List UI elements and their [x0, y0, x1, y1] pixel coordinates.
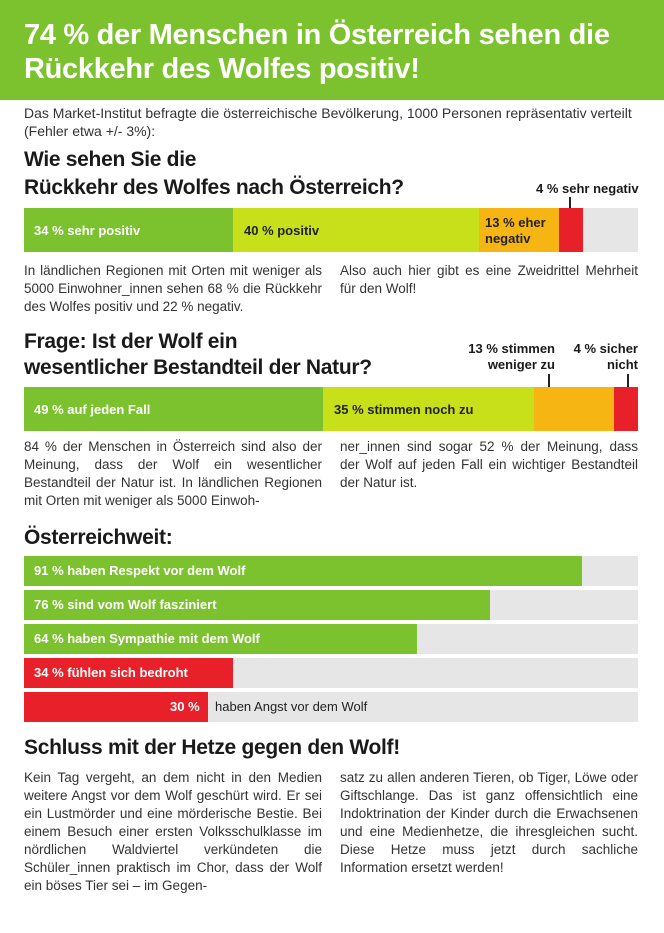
header-banner: 74 % der Menschen in Österreich sehen di…	[0, 0, 664, 100]
q2-outside-label-b-line2: nicht	[606, 357, 638, 372]
q2-seg-sicher-nicht	[614, 387, 638, 431]
q2-label-pointer-b	[627, 374, 629, 388]
q1-seg-eher-negativ	[479, 208, 559, 252]
ow-label-fasziniert: 76 % sind vom Wolf fasziniert	[34, 597, 217, 612]
ow-bar-bedroht: 34 % fühlen sich bedroht	[24, 658, 638, 688]
q1-seg-positiv	[233, 208, 479, 252]
q1-text-left: In ländlichen Regionen mit Orten mit wen…	[24, 263, 322, 314]
q2-seg-weniger-zu	[534, 387, 614, 431]
q2-text-right: ner_innen sind sogar 52 % der Meinung, d…	[340, 439, 638, 490]
q2-outside-label-a-line2: weniger zu	[487, 357, 555, 372]
ow-bar-sympathie: 64 % haben Sympathie mit dem Wolf	[24, 624, 638, 654]
ow-label-sympathie: 64 % haben Sympathie mit dem Wolf	[34, 631, 260, 646]
q2-seg-auf-jeden-fall	[24, 387, 323, 431]
q2-text-left: 84 % der Menschen in Österreich sind als…	[24, 439, 322, 508]
q2-outside-label-b: 4 % sicher nicht	[566, 341, 638, 373]
q2-outside-label-a: 13 % stimmen weniger zu	[460, 341, 555, 373]
q1-title-line2: Rückkehr des Wolfes nach Österreich?	[24, 176, 404, 199]
page-title: 74 % der Menschen in Österreich sehen di…	[24, 19, 610, 85]
q2-label-pointer-a	[548, 374, 550, 388]
q1-seg-sehr-positiv	[24, 208, 233, 252]
ow-bar-fasziniert: 76 % sind vom Wolf fasziniert	[24, 590, 638, 620]
q2-seg-label-auf-jeden-fall: 49 % auf jeden Fall	[34, 402, 151, 417]
schluss-title: Schluss mit der Hetze gegen den Wolf!	[24, 736, 400, 759]
q1-title-line1: Wie sehen Sie die	[24, 148, 197, 171]
ow-label-angst: 30 %	[170, 699, 200, 714]
q1-stacked-bar: 34 % sehr positiv 40 % positiv 13 % eher…	[24, 208, 638, 252]
ow-fill-bedroht	[24, 658, 233, 688]
q2-outside-label-a-line1: 13 % stimmen	[468, 341, 555, 356]
q2-seg-stimmen-noch-zu	[323, 387, 534, 431]
q1-seg-sehr-negativ	[559, 208, 583, 252]
ow-fill-fasziniert	[24, 590, 490, 620]
ow-rest-angst: haben Angst vor dem Wolf	[215, 699, 368, 714]
q1-text-right: Also auch hier gibt es eine Zweidrittel …	[340, 263, 638, 296]
schluss-text-right: satz zu allen anderen Tieren, ob Tiger, …	[340, 770, 638, 875]
q1-seg-label-positiv: 40 % positiv	[244, 223, 320, 238]
ow-bar-angst: 30 % haben Angst vor dem Wolf	[24, 692, 638, 722]
ow-bar-respekt: 91 % haben Respekt vor dem Wolf	[24, 556, 638, 586]
intro-text: Das Market-Institut befragte die österre…	[24, 105, 632, 139]
q2-seg-label-stimmen-noch-zu: 35 % stimmen noch zu	[334, 402, 474, 417]
ow-fill-respekt	[24, 556, 582, 586]
q1-seg-label-sehr-positiv: 34 % sehr positiv	[34, 223, 141, 238]
oesterreichweit-title: Österreichweit:	[24, 526, 173, 549]
schluss-text-left: Kein Tag vergeht, an dem nicht in den Me…	[24, 770, 322, 893]
q2-title-line1: Frage: Ist der Wolf ein	[24, 330, 238, 353]
ow-label-bedroht: 34 % fühlen sich bedroht	[34, 665, 188, 680]
ow-label-respekt: 91 % haben Respekt vor dem Wolf	[34, 563, 246, 578]
ow-fill-angst	[24, 692, 208, 722]
q1-label-pointer	[569, 197, 571, 215]
q2-title-line2: wesentlicher Bestandteil der Natur?	[24, 356, 372, 379]
q1-outside-label: 4 % sehr negativ	[536, 181, 639, 196]
q2-stacked-bar: 49 % auf jeden Fall 35 % stimmen noch zu	[24, 387, 638, 431]
ow-fill-sympathie	[24, 624, 417, 654]
q1-seg-label-eher-negativ: 13 % eher negativ	[485, 215, 546, 246]
q2-outside-label-b-line1: 4 % sicher	[573, 341, 638, 356]
